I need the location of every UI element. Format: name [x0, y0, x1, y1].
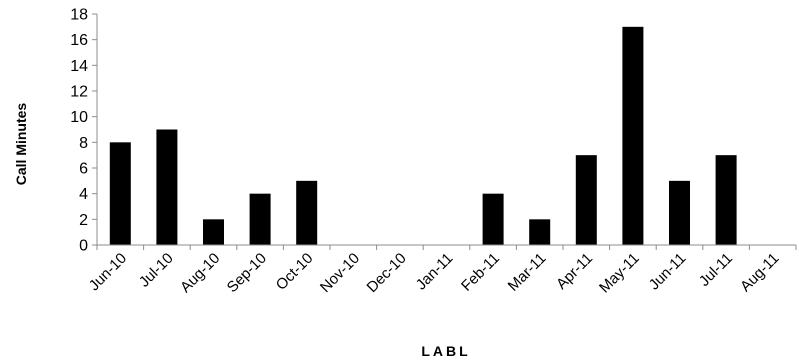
x-tick-label: Apr-11 [553, 250, 596, 293]
bar-jul-10 [156, 129, 178, 245]
x-tick-label: Sep-10 [224, 250, 270, 296]
x-tick-label: Dec-10 [364, 250, 410, 296]
bar-series [109, 26, 737, 246]
x-tick-label: Feb-11 [458, 250, 503, 295]
y-axis-ticks: 0 2 4 6 8 10 12 14 16 18 [70, 7, 97, 255]
bar-jul-11 [715, 155, 737, 245]
x-tick-label: Aug-10 [177, 250, 223, 296]
x-tick-label: Nov-10 [317, 250, 363, 296]
x-tick-label: Aug-11 [737, 250, 782, 295]
x-tick-label: May-11 [596, 250, 643, 297]
y-tick-label: 12 [70, 84, 88, 101]
x-tick-label: Jun-10 [86, 250, 130, 294]
bar-feb-11 [482, 193, 504, 245]
bar-jun-10 [109, 142, 131, 245]
x-tick-label: Oct-10 [273, 250, 317, 294]
bar-aug-10 [203, 219, 224, 245]
x-tick-label: Jan-11 [413, 250, 457, 294]
y-tick-label: 14 [70, 58, 88, 75]
bar-may-11 [622, 26, 644, 246]
x-axis-title: LABL [421, 343, 470, 359]
y-tick-label: 18 [70, 7, 88, 24]
y-tick-label: 4 [79, 186, 88, 203]
bar-apr-11 [575, 155, 597, 245]
y-tick-label: 0 [79, 238, 88, 255]
x-tick-label: Mar-11 [505, 250, 550, 295]
y-tick-label: 8 [79, 135, 88, 152]
y-tick-label: 6 [79, 161, 88, 178]
x-axis-ticks: Jun-10 Jul-10 Aug-10 Sep-10 Oct-10 Nov-10 Dec-… [86, 245, 797, 297]
x-tick-label: Jul-11 [696, 250, 736, 290]
bar-sep-10 [249, 193, 271, 245]
y-tick-label: 2 [79, 212, 88, 229]
y-axis-title: Call Minutes [13, 103, 29, 186]
bar-jun-11 [669, 180, 690, 245]
y-tick-label: 10 [70, 109, 88, 126]
x-tick-label: Jul-10 [136, 250, 177, 291]
bar-oct-10 [296, 180, 318, 245]
x-tick-label: Jun-11 [646, 250, 690, 294]
y-tick-label: 16 [70, 32, 88, 49]
bar-mar-11 [529, 219, 551, 245]
